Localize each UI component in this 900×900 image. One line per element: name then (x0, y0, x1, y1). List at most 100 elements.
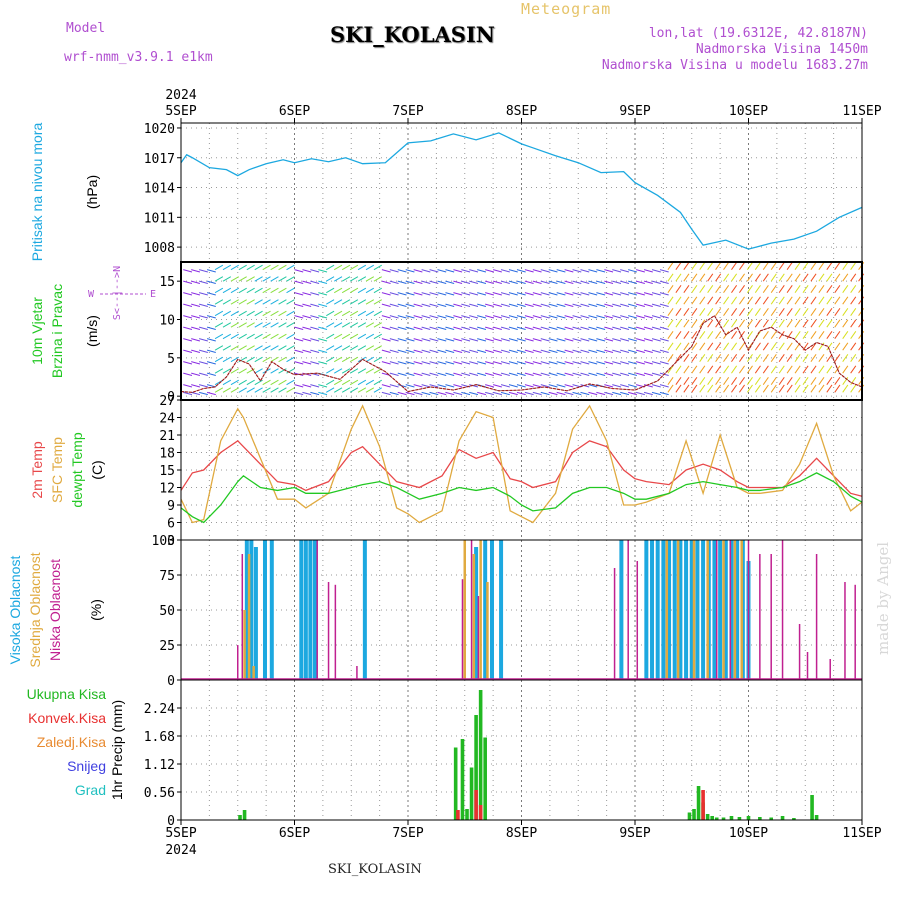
wind-barb (230, 299, 239, 305)
wind-barb (199, 326, 208, 330)
wind-barb (643, 315, 653, 319)
wind-barb (588, 303, 598, 307)
wind-barb (556, 391, 566, 396)
wind-barb (500, 303, 510, 307)
wind-barb (413, 315, 423, 319)
wind-barb (794, 319, 801, 328)
wind-barb (762, 331, 769, 339)
wind-barb (620, 338, 630, 342)
wind-barb (540, 338, 550, 342)
wind-barb (564, 326, 574, 330)
wind-barb (643, 372, 653, 376)
wind-barb (596, 326, 606, 330)
wind-barb (278, 333, 287, 340)
y-tick-label: 0.56 (144, 786, 175, 801)
wind-barb (802, 384, 809, 393)
wind-barb (850, 296, 857, 305)
wind-barb (222, 379, 232, 386)
wind-barb (500, 372, 510, 376)
wind-barb (508, 292, 518, 296)
wind-barb (413, 338, 423, 342)
wind-barb (278, 387, 287, 393)
wind-barb (222, 356, 232, 363)
wind-barb (651, 391, 661, 396)
cloud-high-bar (299, 540, 304, 680)
wind-barb (485, 384, 495, 388)
cloud-high-bar (650, 540, 655, 680)
wind-barb (199, 384, 208, 388)
wind-barb (564, 292, 574, 296)
wind-barb (715, 308, 722, 316)
wind-barb (612, 361, 622, 365)
x-tick-label-bottom: 10SEP (729, 826, 768, 841)
wind-barb (333, 333, 343, 340)
wind-barb (516, 384, 526, 388)
wind-barb (326, 345, 335, 351)
wind-barb (850, 308, 857, 316)
wind-barb (206, 269, 216, 273)
wind-barb (381, 349, 391, 353)
wind-barb (381, 303, 391, 307)
wind-barb (349, 356, 359, 363)
wind-barb (628, 269, 638, 273)
wind-barb (270, 356, 279, 363)
cloud-high-bar (489, 540, 494, 680)
wind-barb (739, 354, 745, 362)
wind-barb (492, 303, 502, 307)
wind-barb (214, 299, 224, 305)
wind-barb (183, 372, 193, 376)
wind-barb (532, 361, 542, 365)
wind-barb (445, 361, 455, 365)
wind-barb (580, 315, 590, 319)
wind-barb (214, 387, 224, 393)
cloud-mid-bar (479, 540, 482, 680)
wind-barb (500, 384, 510, 388)
wind-unit-label: (m/s) (84, 315, 100, 347)
wind-barb (318, 349, 328, 353)
wind-barb (739, 365, 745, 374)
wind-barb (628, 303, 638, 307)
wind-barb (206, 292, 216, 296)
wind-barb (445, 315, 455, 319)
precip-legend-label: Zaledj.Kisa (37, 734, 106, 750)
wind-barb (754, 262, 761, 270)
wind-barb (826, 354, 833, 362)
wind-barb (754, 319, 761, 328)
cloud-mid-bar (740, 540, 743, 680)
wind-barb (508, 372, 518, 376)
wind-barb (270, 345, 279, 351)
wind-barb (357, 287, 367, 294)
wind-barb (556, 326, 566, 330)
wind-barb (612, 326, 622, 330)
wind-barb (580, 326, 590, 330)
wind-barb (191, 361, 201, 365)
wind-barb (437, 326, 447, 330)
wind-barb (302, 326, 312, 330)
wind-barb (794, 354, 801, 362)
wind-barb (199, 292, 208, 296)
wind-barb (508, 391, 518, 396)
wind-barb (286, 264, 295, 271)
wind-speed-outline-line (180, 315, 863, 393)
wind-barb (357, 333, 367, 340)
wind-barb (485, 338, 495, 342)
wind-barb (739, 308, 745, 316)
wind-barb (842, 296, 849, 305)
wind-barb (675, 273, 682, 282)
wind-barb (532, 391, 542, 396)
wind-barb (373, 333, 382, 340)
wind-barb (643, 349, 653, 353)
cloud-high-bar (735, 540, 740, 680)
wind-barb (333, 310, 343, 317)
wind-barb (405, 280, 415, 284)
wind-barb (802, 285, 809, 293)
wind-barb (421, 391, 431, 396)
cloud-high-bar (474, 547, 479, 680)
cloud-low-bar (636, 561, 639, 680)
wind-barb (636, 303, 645, 307)
wind-barb (540, 326, 550, 330)
wind-barb (302, 391, 312, 396)
wind-barb (389, 326, 399, 330)
wind-barb (842, 308, 849, 316)
wind-barb (588, 361, 598, 365)
